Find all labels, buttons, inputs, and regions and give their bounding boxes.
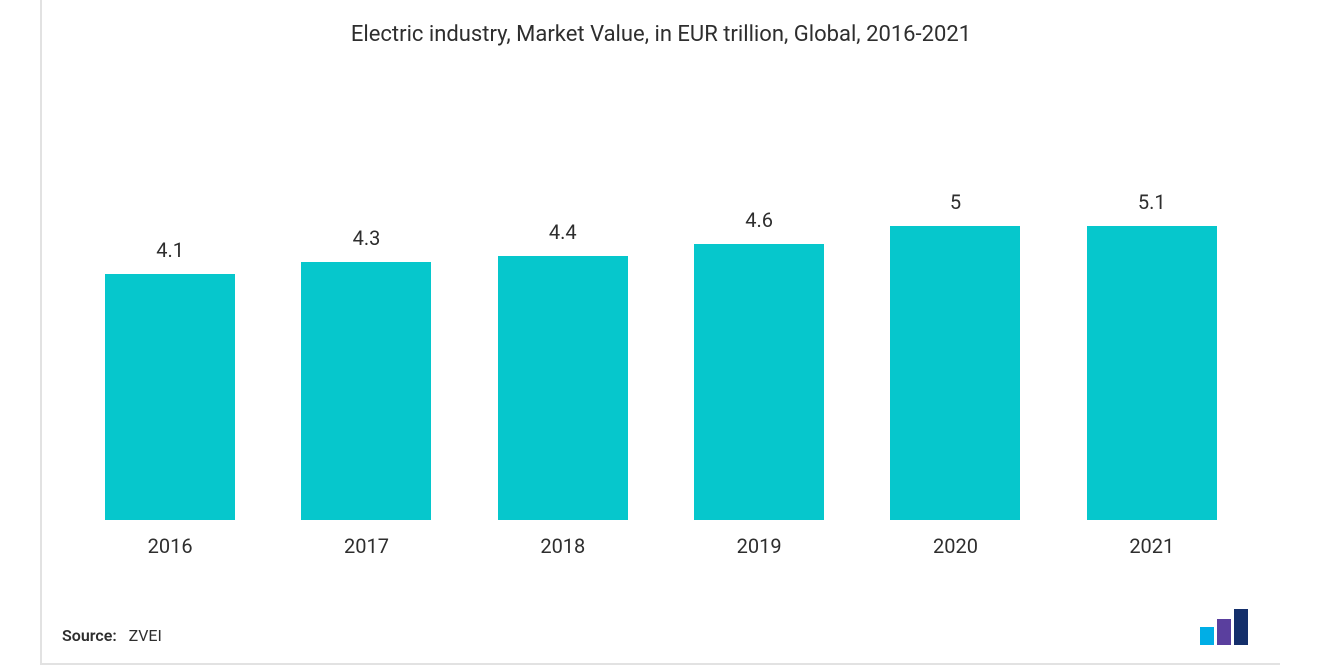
plot-area: 4.1 2016 4.3 2017 4.4 2018 4.6 2019 5 20… (72, 190, 1250, 520)
bar (1087, 226, 1217, 520)
bar-value-label: 4.4 (549, 220, 577, 244)
bar (890, 226, 1020, 520)
bar-group: 4.6 2019 (684, 190, 834, 520)
bar (694, 244, 824, 520)
x-axis-label: 2018 (540, 534, 585, 558)
brand-logo (1200, 609, 1256, 649)
bar-group: 5 2020 (880, 190, 1030, 520)
bar-value-label: 5.1 (1138, 190, 1166, 214)
bar-group: 4.4 2018 (488, 190, 638, 520)
bar-value-label: 4.3 (353, 226, 381, 250)
bar (498, 256, 628, 520)
bar-value-label: 5 (950, 190, 961, 214)
chart-container: Electric industry, Market Value, in EUR … (40, 0, 1280, 665)
bar (105, 274, 235, 520)
x-axis-label: 2021 (1129, 534, 1174, 558)
x-axis-label: 2017 (344, 534, 389, 558)
x-axis-label: 2019 (737, 534, 782, 558)
source-prefix: Source: (62, 626, 117, 645)
x-axis-label: 2020 (933, 534, 978, 558)
bar-value-label: 4.6 (745, 208, 773, 232)
bar-group: 4.1 2016 (95, 190, 245, 520)
bar-group: 4.3 2017 (291, 190, 441, 520)
bar-value-label: 4.1 (156, 238, 184, 262)
x-axis-label: 2016 (148, 534, 193, 558)
source-attribution: Source: ZVEI (62, 626, 162, 645)
chart-title: Electric industry, Market Value, in EUR … (42, 0, 1280, 47)
source-name: ZVEI (129, 626, 162, 645)
bar (301, 262, 431, 520)
bar-group: 5.1 2021 (1077, 190, 1227, 520)
